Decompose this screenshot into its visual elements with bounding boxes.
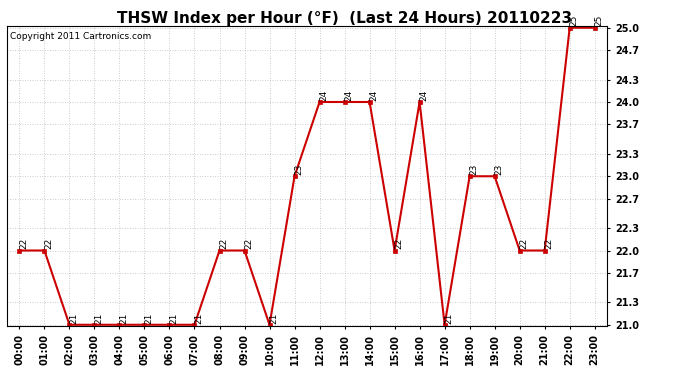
Text: 24: 24 xyxy=(370,89,379,101)
Text: 23: 23 xyxy=(495,164,504,175)
Text: 21: 21 xyxy=(70,312,79,324)
Text: 25: 25 xyxy=(570,15,579,27)
Text: 22: 22 xyxy=(520,238,529,249)
Text: 21: 21 xyxy=(119,312,128,324)
Text: 24: 24 xyxy=(344,89,353,101)
Text: 22: 22 xyxy=(395,238,404,249)
Text: 21: 21 xyxy=(195,312,204,324)
Text: 21: 21 xyxy=(270,312,279,324)
Text: Copyright 2011 Cartronics.com: Copyright 2011 Cartronics.com xyxy=(10,32,151,41)
Text: 22: 22 xyxy=(19,238,28,249)
Text: 23: 23 xyxy=(470,164,479,175)
Text: 24: 24 xyxy=(319,89,328,101)
Text: 25: 25 xyxy=(595,15,604,27)
Text: 22: 22 xyxy=(219,238,228,249)
Text: 21: 21 xyxy=(144,312,153,324)
Text: 22: 22 xyxy=(44,238,53,249)
Text: 23: 23 xyxy=(295,164,304,175)
Text: 21: 21 xyxy=(95,312,103,324)
Text: 22: 22 xyxy=(244,238,253,249)
Text: 21: 21 xyxy=(444,312,453,324)
Text: 21: 21 xyxy=(170,312,179,324)
Text: 24: 24 xyxy=(420,89,428,101)
Text: 22: 22 xyxy=(544,238,553,249)
Text: THSW Index per Hour (°F)  (Last 24 Hours) 20110223: THSW Index per Hour (°F) (Last 24 Hours)… xyxy=(117,11,573,26)
